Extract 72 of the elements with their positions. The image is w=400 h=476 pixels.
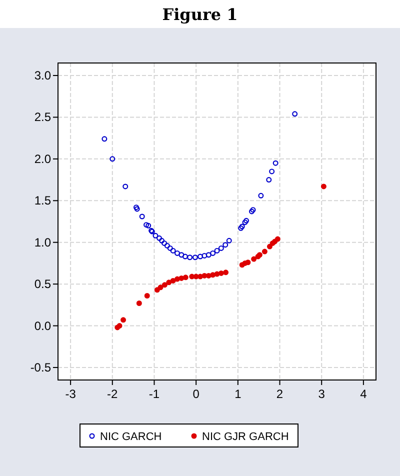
point [222,242,228,248]
point [178,275,184,281]
point [174,250,180,256]
point [202,252,208,258]
point [218,245,224,251]
point [166,280,172,286]
y-tick-label: 0.0 [34,318,52,333]
point [187,254,193,260]
point [152,232,158,238]
y-tick-label: 1.0 [34,235,52,250]
point [269,168,275,174]
point [272,160,278,166]
x-tick-label: -2 [107,387,118,401]
point [102,136,108,142]
point [292,111,298,117]
point [162,282,168,288]
point [244,218,250,224]
point [159,238,165,244]
point [178,252,184,258]
point [156,235,162,241]
point [158,284,164,290]
point [164,242,170,248]
point [223,270,229,276]
y-tick-label: -0.5 [30,360,52,374]
point [144,222,150,228]
y-tick-label: 3.0 [34,68,52,83]
point [170,248,176,254]
point [251,256,257,262]
x-tick-label: 4 [360,387,368,401]
point [210,250,216,256]
y-tick-label: 1.5 [34,194,52,208]
x-tick-label: -1 [148,387,160,401]
x-tick-label: 2 [276,387,284,401]
point [198,274,204,280]
x-tick-label: 3 [318,387,326,401]
legend-label: NIC GJR GARCH [202,431,289,443]
point [320,184,326,190]
y-tick-label: 0.5 [34,277,52,292]
point [144,292,150,298]
chart-title: Figure 1 [162,5,238,24]
x-tick-label: 1 [234,387,242,401]
point [206,252,212,258]
point [122,184,128,190]
x-tick-label: -3 [65,387,76,401]
point [162,240,168,246]
point [146,222,152,228]
point [274,236,280,242]
point [210,272,216,278]
point [242,220,248,226]
point [139,214,145,220]
point [218,270,224,276]
point [136,300,142,306]
point [258,192,264,198]
point [214,248,220,254]
point [182,254,188,260]
x-tick-label: 0 [192,387,200,401]
point [110,156,116,162]
point [120,317,126,323]
point [192,254,198,260]
legend-label: NIC GARCH [100,431,162,443]
point [167,245,173,251]
point [262,248,268,254]
point [198,254,204,260]
point [266,177,272,183]
point [226,238,232,244]
y-tick-label: 2.5 [34,110,52,124]
point [170,278,176,284]
point [174,276,180,282]
point [266,244,272,250]
point [245,260,251,266]
y-tick-label: 2.0 [34,152,52,166]
point [182,274,188,280]
